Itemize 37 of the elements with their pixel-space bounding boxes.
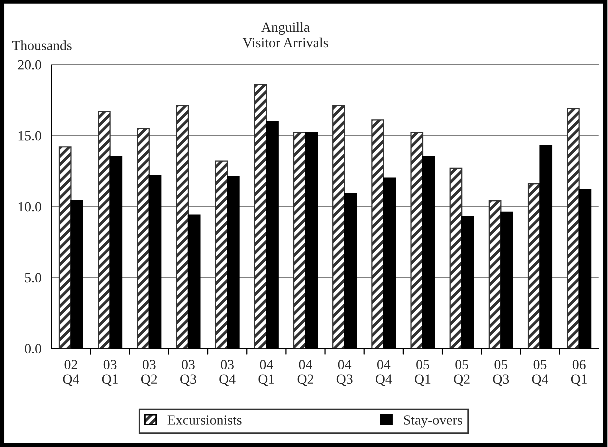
bar <box>410 132 424 349</box>
bar <box>332 105 346 349</box>
x-tick-label: 04 Q3 <box>336 360 353 386</box>
x-tick-label: 06 Q1 <box>571 360 587 386</box>
x-tick-label: 03 Q3 <box>180 360 196 386</box>
y-tick-label: 10.0 <box>18 202 42 212</box>
legend-label: Stay-overs <box>404 416 462 428</box>
bar <box>176 105 190 349</box>
legend-label: Excursionists <box>168 416 242 425</box>
y-tick-label: 5.0 <box>25 273 42 283</box>
bar <box>528 183 541 349</box>
bar <box>293 132 306 349</box>
x-tick-label: 03 Q2 <box>141 360 158 386</box>
x-tick-label: 04 Q4 <box>376 360 392 386</box>
x-tick-label: 05 Q1 <box>415 360 431 386</box>
y-tick-label: 15.0 <box>18 131 42 141</box>
bar <box>137 128 150 349</box>
x-tick-label: 05 Q4 <box>532 360 549 386</box>
bar <box>488 200 502 349</box>
bar <box>567 108 580 349</box>
bar <box>215 160 228 349</box>
bar <box>372 120 384 349</box>
y-axis-title: Thousands <box>12 40 72 50</box>
x-tick-label: 02 Q4 <box>63 360 80 386</box>
x-tick-label: 05 Q3 <box>493 360 510 386</box>
x-tick-label: 04 Q1 <box>258 360 274 386</box>
y-tick-label: 0.0 <box>25 344 42 354</box>
bar <box>450 168 463 349</box>
x-tick-label: 05 Q2 <box>454 360 470 386</box>
x-tick-label: 04 Q2 <box>298 360 314 386</box>
x-tick-label: 03 Q1 <box>102 360 118 386</box>
bar <box>58 146 72 349</box>
chart-title: Anguilla Visitor Arrivals <box>242 22 328 48</box>
x-tick-label: 03 Q4 <box>220 360 236 386</box>
y-tick-label: 20.0 <box>18 60 42 70</box>
bar <box>254 84 268 349</box>
bar <box>98 111 111 349</box>
